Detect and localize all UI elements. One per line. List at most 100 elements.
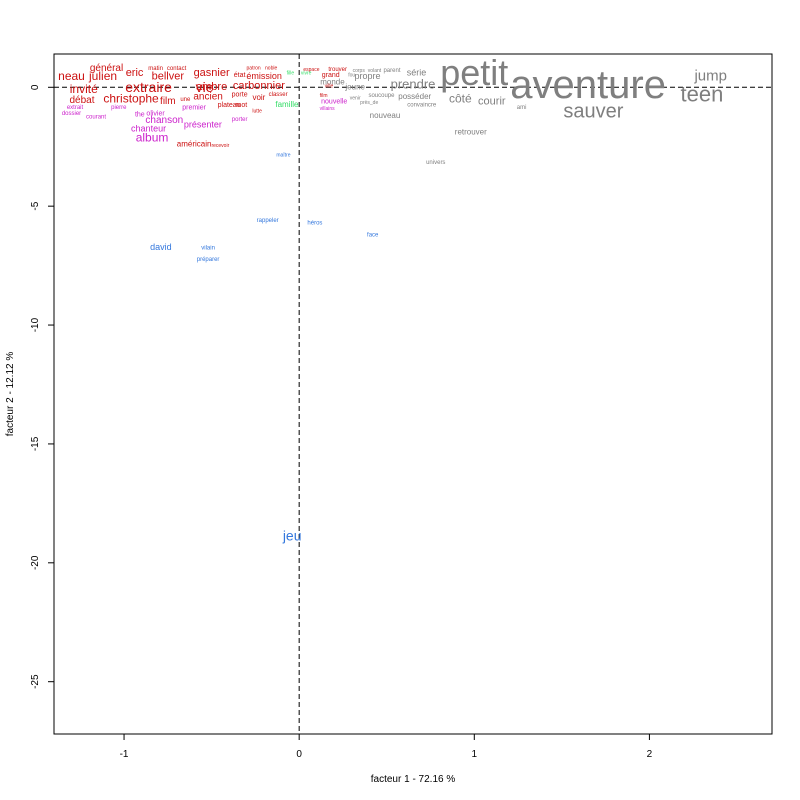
word-label: teen <box>681 81 724 106</box>
word-label: corps <box>353 68 366 74</box>
word-label: david <box>150 242 172 252</box>
word-label: porte <box>232 91 248 98</box>
word-label: film <box>160 96 176 107</box>
word-label: émission <box>246 71 282 81</box>
word-label: olivier <box>146 110 165 117</box>
x-tick-label: 1 <box>472 749 478 760</box>
word-label: aventure <box>510 63 666 107</box>
word-label: retrouver <box>455 128 487 137</box>
x-axis-title: facteur 1 - 72.16 % <box>371 774 456 785</box>
word-label: côté <box>449 91 472 105</box>
word-label: carbonnier <box>233 80 285 92</box>
word-label: américain <box>177 139 212 148</box>
word-label: the <box>135 111 145 118</box>
word-label: jump <box>693 68 727 85</box>
word-label: posséder <box>398 92 431 101</box>
word-label: vivre <box>301 70 312 76</box>
word-label: présenter <box>184 120 222 130</box>
word-label: eric <box>126 67 144 79</box>
word-label: chanteur <box>131 123 166 133</box>
word-label: invité <box>70 82 98 96</box>
word-label: neau <box>58 69 85 83</box>
y-tick-label: -20 <box>30 555 41 570</box>
word-label: débat <box>70 95 95 106</box>
word-label: extraire <box>125 79 172 95</box>
word-label: espace <box>303 67 319 73</box>
reference-lines <box>54 54 772 734</box>
word-label: convaincre <box>407 103 437 109</box>
word-label: patron <box>247 66 261 72</box>
y-tick-label: 0 <box>30 84 41 90</box>
word-label: julien <box>88 69 117 83</box>
word-label: extrait <box>67 105 84 111</box>
word-label: voir <box>252 93 265 102</box>
word-label: parent <box>383 68 400 74</box>
word-label: gasnier <box>194 67 230 79</box>
word-label: ami <box>517 105 527 111</box>
y-tick-label: -5 <box>30 201 41 210</box>
word-label: général <box>90 63 123 74</box>
word-label: héros <box>307 220 322 226</box>
word-label: pierre <box>111 105 127 111</box>
word-label: lutte <box>252 108 262 114</box>
word-label: monde <box>320 78 345 87</box>
word-label: christophe <box>103 91 159 105</box>
word-label: matin <box>148 66 163 72</box>
word-label: maître <box>276 152 290 158</box>
word-label: sauver <box>563 101 623 123</box>
word-label: soucoupe <box>368 93 395 99</box>
word-label: vie <box>196 79 214 95</box>
word-label: près_de <box>360 100 378 106</box>
y-tick-label: -15 <box>30 436 41 451</box>
word-label: villains <box>320 106 336 112</box>
word-label: prendre <box>391 76 436 91</box>
word-label: propre <box>354 71 380 81</box>
word-label: vilain <box>201 245 215 251</box>
word-label: courir <box>478 95 506 107</box>
y-axis-title: facteur 2 - 12.12 % <box>5 352 16 437</box>
word-label: venir <box>350 95 361 101</box>
word-label: ambre <box>196 81 227 93</box>
word-label: film <box>320 93 328 99</box>
plot-frame <box>53 53 773 735</box>
word-label: premier <box>182 104 206 111</box>
word-label: dossier <box>62 111 81 117</box>
word-label: chanson <box>145 115 183 126</box>
x-axis: -1 0 1 2 <box>120 734 653 760</box>
word-label: ancien <box>193 91 222 102</box>
word-label: plateau <box>218 102 241 109</box>
word-label: courant <box>86 115 106 121</box>
word-label: mot <box>236 102 248 109</box>
word-label: noble <box>265 66 277 72</box>
x-tick-label: 0 <box>296 749 302 760</box>
word-label: nouvelle <box>321 98 347 105</box>
word-label: fou <box>348 73 355 79</box>
word-label: bellver <box>152 70 185 82</box>
word-label: porter <box>232 117 248 123</box>
x-tick-label: -1 <box>120 749 129 760</box>
x-tick-label: 2 <box>647 749 653 760</box>
word-label: univers <box>426 160 445 166</box>
word-label: série <box>407 67 427 77</box>
word-label: préparer <box>197 257 220 263</box>
y-axis: 0 -5 -10 -15 -20 -25 <box>30 84 54 689</box>
word-label: face <box>367 232 379 238</box>
word-label: famille <box>275 100 299 109</box>
y-tick-label: -25 <box>30 674 41 689</box>
word-label: contact <box>167 66 187 72</box>
word-label: ville <box>325 83 334 89</box>
word-label: classer <box>269 92 288 98</box>
word-label: grand <box>322 72 340 79</box>
word-label: jeu <box>282 527 302 543</box>
word-label: trouver <box>328 67 347 73</box>
word-label: petit <box>440 52 508 93</box>
word-label: album <box>136 131 169 145</box>
word-label: nouveau <box>370 111 401 120</box>
word-label: état <box>234 72 246 79</box>
word-label: une <box>180 97 191 103</box>
y-tick-label: -10 <box>30 317 41 332</box>
word-label: recevoir <box>211 143 229 149</box>
word-label: rappeler <box>257 218 279 224</box>
